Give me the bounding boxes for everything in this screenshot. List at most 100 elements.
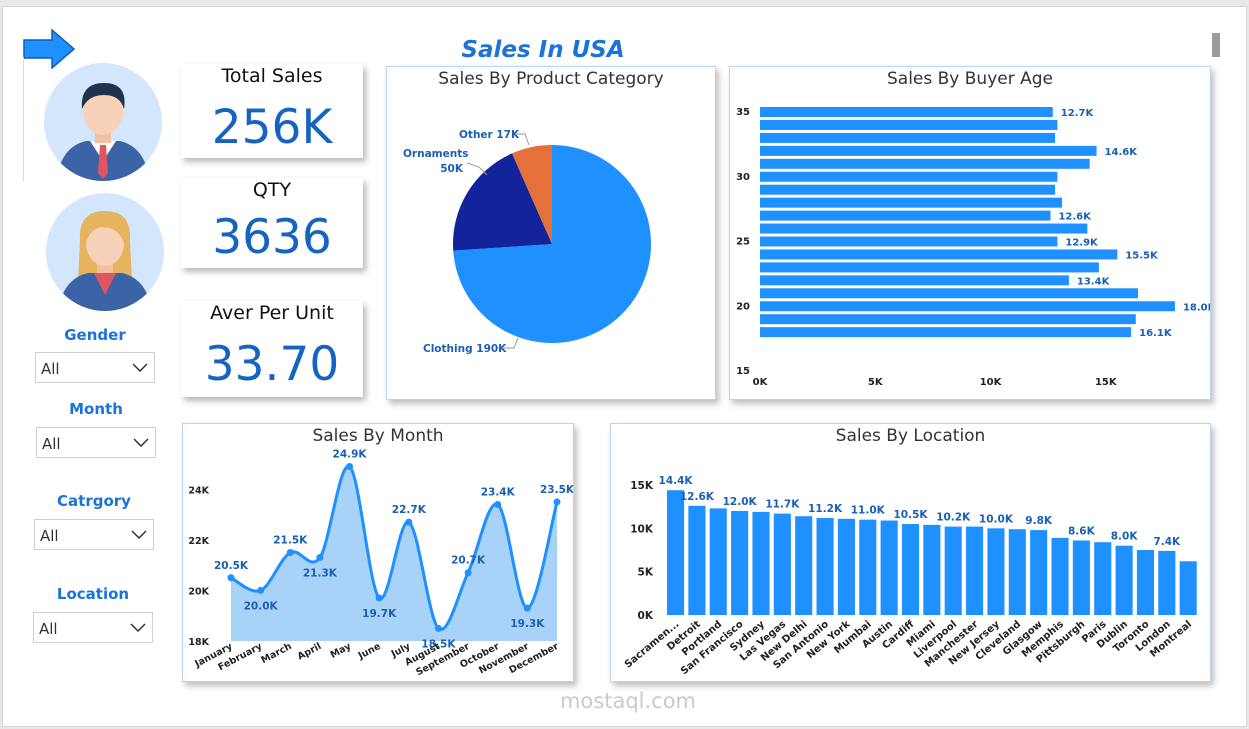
age-data-label-35: 12.7K [1061, 108, 1095, 119]
location-bar-liverpool [944, 526, 962, 615]
location-data-label-sacramen-: 14.4K [659, 475, 694, 487]
scrollbar-thumb[interactable] [1212, 33, 1220, 57]
month-y-tick: 20K [188, 586, 209, 597]
chevron-down-icon [131, 530, 147, 539]
month-data-label-february: 20.0K [244, 600, 279, 612]
month-data-label-october: 23.4K [481, 486, 516, 498]
age-bar-25 [760, 236, 1058, 247]
female-avatar-icon[interactable] [44, 191, 166, 317]
location-bar-sydney [752, 511, 770, 615]
month-chart-title: Sales By Month [312, 426, 444, 446]
location-data-label-pittsburgh: 8.6K [1068, 525, 1096, 537]
age-bar-28 [760, 197, 1062, 208]
kpi-card-qty: QTY 3636 [181, 178, 363, 268]
age-bar-31 [760, 158, 1090, 169]
age-x-tick: 5K [868, 377, 884, 388]
chevron-down-icon [130, 623, 146, 632]
gender-dropdown[interactable]: All [35, 352, 155, 383]
pie-label-ornaments-value: 50K [440, 163, 464, 175]
location-y-tick: 5K [638, 567, 654, 579]
month-point-november [523, 604, 531, 612]
month-filter-label: Month [69, 400, 123, 418]
chevron-down-icon [133, 438, 149, 447]
pie-leader-other [515, 133, 530, 146]
location-bar-chart[interactable]: 14.4KSacramen...12.6KDetroitPortland12.0… [611, 424, 1210, 681]
location-data-label-london: 7.4K [1153, 536, 1181, 548]
location-dropdown-value: All [39, 620, 58, 638]
location-data-label-cardiff: 10.5K [893, 509, 928, 521]
location-chart-panel[interactable]: Sales By Location 14.4K Sacramen... 12.6K D… [610, 423, 1211, 682]
age-bar-chart[interactable]: 12.7K 14.6K 12.6K 12.9K 15.5K 13.4K 18.0K 16.1K… [730, 67, 1210, 399]
age-bar-18 [760, 327, 1132, 338]
location-bar-las-vegas [773, 513, 791, 615]
location-bar-austin [880, 520, 898, 615]
dashboard-title: Sales In USA [461, 37, 625, 63]
month-point-may [346, 463, 354, 471]
month-data-label-march: 21.5K [273, 535, 308, 547]
month-data-label-january: 20.5K [214, 560, 249, 572]
month-data-label-june: 19.7K [362, 608, 397, 620]
month-data-label-july: 22.7K [392, 504, 427, 516]
location-y-tick: 10K [630, 523, 654, 535]
category-dropdown[interactable]: All [34, 519, 154, 550]
age-bar-20 [760, 301, 1175, 312]
gender-filter-label: Gender [64, 326, 126, 344]
age-y-tick: 35 [736, 107, 750, 118]
month-data-label-december: 23.5K [540, 484, 573, 496]
age-bar-23 [760, 262, 1099, 273]
location-data-label-liverpool: 10.2K [936, 512, 971, 524]
age-bar-29 [760, 184, 1056, 195]
location-bar-toronto [1136, 550, 1155, 615]
location-bar-detroit [688, 505, 706, 615]
month-chart-panel[interactable]: Sales By Month 20.5K 20.0K 21.5K 21.3K 24.9K… [182, 423, 574, 682]
age-data-label-32: 14.6K [1105, 147, 1139, 158]
location-bar-glasgow [1030, 530, 1048, 615]
age-data-label-18: 16.1K [1139, 328, 1173, 339]
month-dropdown[interactable]: All [36, 427, 156, 458]
category-pie-chart[interactable]: Clothing 190K Ornaments 50K Other 17K [387, 67, 715, 399]
age-bar-33 [760, 132, 1056, 143]
month-data-label-april: 21.3K [303, 568, 338, 580]
age-bar-22 [760, 275, 1069, 286]
location-bar-sacramen- [667, 490, 685, 615]
pie-slice-clothing [453, 145, 651, 343]
male-avatar-icon[interactable] [42, 61, 164, 187]
location-bar-memphis [1051, 537, 1069, 615]
month-area-chart[interactable]: 20.5K 20.0K 21.5K 21.3K 24.9K 19.7K 22.7K 18.5K… [183, 424, 573, 681]
location-dropdown[interactable]: All [33, 612, 153, 643]
age-data-label-27: 12.6K [1058, 212, 1092, 223]
location-bar-new-york [837, 518, 855, 615]
location-bar-san-antonio [816, 517, 834, 615]
location-bar-portland [709, 508, 727, 615]
month-point-december [553, 498, 561, 506]
kpi-card-total-sales: Total Sales 256K [181, 64, 363, 158]
location-bar-london [1158, 550, 1176, 615]
month-data-label-may: 24.9K [333, 449, 368, 461]
chevron-down-icon [132, 363, 148, 372]
category-chart-panel[interactable]: Sales By Product Category Clothing 190K O… [386, 66, 716, 400]
location-bar-cleveland [1008, 529, 1026, 615]
month-point-september [464, 569, 472, 577]
month-data-label-november: 19.3K [510, 618, 545, 630]
month-x-tick-may: May [329, 641, 354, 661]
kpi-qty-label: QTY [252, 179, 292, 201]
age-x-tick: 15K [1095, 377, 1118, 388]
age-y-tick: 30 [736, 172, 750, 183]
age-bar-24 [760, 249, 1118, 260]
location-bar-mumbai [859, 519, 877, 615]
location-data-label-detroit: 12.6K [680, 491, 715, 503]
age-data-label-25: 12.9K [1065, 238, 1099, 249]
location-bar-miami [923, 524, 941, 615]
location-chart-title: Sales By Location [835, 426, 986, 446]
month-x-tick-march: March [259, 641, 293, 666]
kpi-qty-value: 3636 [212, 210, 332, 265]
age-chart-panel[interactable]: Sales By Buyer Age 12.7K 14.6K 12.6K 12.9K 1… [729, 66, 1211, 400]
month-point-october [494, 500, 502, 508]
age-bar-35 [760, 107, 1053, 117]
watermark-text: mostaql.com [559, 689, 697, 713]
age-bar-27 [760, 210, 1051, 221]
location-data-label-glasgow: 9.8K [1025, 515, 1053, 527]
kpi-avg-per-unit-label: Aver Per Unit [210, 302, 334, 324]
month-area-fill [231, 466, 557, 641]
arrow-right-icon[interactable] [23, 28, 77, 73]
